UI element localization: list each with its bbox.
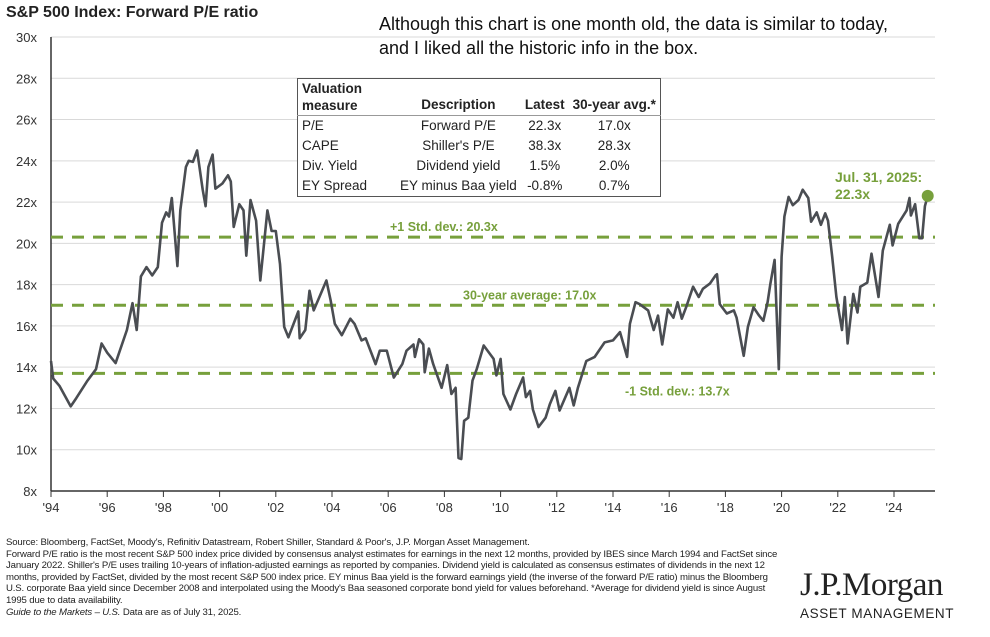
x-tick-label: '94 xyxy=(43,500,60,515)
cell-description: Shiller's P/E xyxy=(422,138,495,153)
series-line-forward-pe xyxy=(49,149,929,461)
cell-latest: 22.3x xyxy=(528,118,562,133)
y-tick-label: 22x xyxy=(16,195,37,210)
cell-description: Forward P/E xyxy=(420,118,496,133)
annotation-note: Although this chart is one month old, th… xyxy=(379,14,888,58)
cell-measure: P/E xyxy=(302,118,324,133)
x-tick-label: '16 xyxy=(661,500,678,515)
x-tick-label: '18 xyxy=(717,500,734,515)
table-row: CAPE Shiller's P/E 38.3x 28.3x xyxy=(298,136,661,156)
x-tick-label: '98 xyxy=(155,500,172,515)
cell-latest: 38.3x xyxy=(528,138,562,153)
reference-line-label: 30-year average: 17.0x xyxy=(463,288,596,302)
table-header-row: Valuation measure Description Latest 30-… xyxy=(297,78,661,116)
y-tick-label: 24x xyxy=(16,154,37,169)
guide-title: Guide to the Markets – U.S. xyxy=(6,606,121,618)
cell-measure: CAPE xyxy=(302,138,339,153)
x-tick-label: '02 xyxy=(267,500,284,515)
cell-description: Dividend yield xyxy=(416,158,501,173)
last-point-dot xyxy=(921,189,934,202)
y-tick-label: 20x xyxy=(16,236,37,251)
y-tick-label: 8x xyxy=(23,484,37,499)
x-tick-label: '20 xyxy=(773,500,790,515)
cell-30yr-avg: 2.0% xyxy=(598,158,630,173)
y-tick-label: 30x xyxy=(16,30,37,45)
header-latest: Latest xyxy=(520,78,569,116)
guide-note: Guide to the Markets – U.S. Data are as … xyxy=(6,607,781,619)
y-tick-label: 26x xyxy=(16,113,37,128)
y-tick-label: 28x xyxy=(16,71,37,86)
x-tick-label: '04 xyxy=(324,500,341,515)
x-tick-label: '22 xyxy=(829,500,846,515)
cell-description: EY minus Baa yield xyxy=(400,178,517,193)
x-tick-label: '06 xyxy=(380,500,397,515)
header-description: Description xyxy=(396,78,521,116)
header-valuation-measure: Valuation measure xyxy=(297,78,396,116)
reference-line-label: +1 Std. dev.: 20.3x xyxy=(390,220,498,234)
valuation-table: Valuation measure Description Latest 30-… xyxy=(297,78,661,197)
x-tick-label: '24 xyxy=(886,500,903,515)
footnotes: Source: Bloomberg, FactSet, Moody's, Ref… xyxy=(6,537,781,618)
data-asof: Data are as of July 31, 2025. xyxy=(120,606,242,618)
cell-measure: EY Spread xyxy=(302,178,368,193)
table-row: Div. Yield Dividend yield 1.5% 2.0% xyxy=(298,156,661,176)
reference-lines: +1 Std. dev.: 20.3x 30-year average: 17.0… xyxy=(51,220,935,398)
logo-subtitle: ASSET MANAGEMENT xyxy=(800,606,955,621)
cell-30yr-avg: 28.3x xyxy=(597,138,631,153)
table-row: P/E Forward P/E 22.3x 17.0x xyxy=(298,116,661,137)
y-tick-label: 10x xyxy=(16,443,37,458)
x-axis-ticks: '94 '96 '98 '00 '02 '04 '06 '08 '10 '12 '14 '16 '18 '… xyxy=(43,491,903,515)
cell-latest: 1.5% xyxy=(529,158,561,173)
y-axis-ticks: 8x 10x 12x 14x 16x 18x 20x 22x 24x 26x 28x 30x xyxy=(16,30,37,499)
cell-30yr-avg: 17.0x xyxy=(597,118,631,133)
x-tick-label: '08 xyxy=(436,500,453,515)
last-point-label-date: Jul. 31, 2025: xyxy=(835,169,922,185)
y-tick-label: 12x xyxy=(16,401,37,416)
y-tick-label: 18x xyxy=(16,278,37,293)
source-note: Source: Bloomberg, FactSet, Moody's, Ref… xyxy=(6,537,530,548)
y-tick-label: 16x xyxy=(16,319,37,334)
x-tick-label: '12 xyxy=(548,500,565,515)
logo-brand: J.P.Morgan xyxy=(800,567,943,603)
x-tick-label: '14 xyxy=(605,500,622,515)
y-tick-label: 14x xyxy=(16,360,37,375)
cell-30yr-avg: 0.7% xyxy=(598,178,630,193)
x-tick-label: '00 xyxy=(211,500,228,515)
last-point-label-value: 22.3x xyxy=(835,186,870,202)
cell-measure: Div. Yield xyxy=(302,158,358,173)
jpmorgan-logo: J.P.Morgan ASSET MANAGEMENT xyxy=(800,568,954,621)
header-30yr-avg: 30-year avg.* xyxy=(568,78,661,116)
chart-title: S&P 500 Index: Forward P/E ratio xyxy=(6,4,259,21)
cell-latest: -0.8% xyxy=(527,178,563,193)
x-tick-label: '96 xyxy=(99,500,116,515)
reference-line-label: -1 Std. dev.: 13.7x xyxy=(625,384,730,398)
x-tick-label: '10 xyxy=(492,500,509,515)
table-row: EY Spread EY minus Baa yield -0.8% 0.7% xyxy=(298,176,661,197)
methodology-note: Forward P/E ratio is the most recent S&P… xyxy=(6,548,778,606)
